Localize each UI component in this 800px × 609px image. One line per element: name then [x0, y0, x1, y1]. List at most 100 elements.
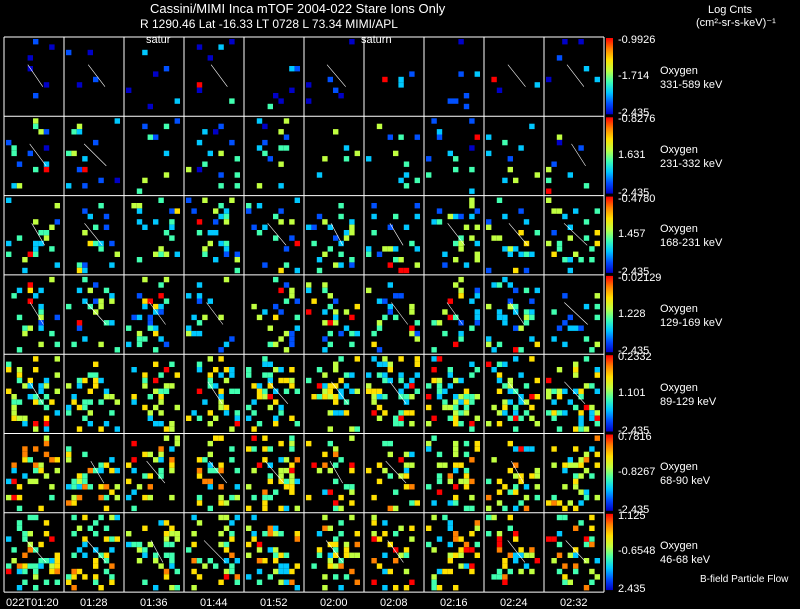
data-pixel	[474, 309, 480, 315]
time-tick-label: 01:44	[200, 597, 228, 609]
data-pixel	[278, 457, 284, 463]
data-pixel	[507, 415, 513, 421]
data-pixel	[6, 367, 12, 373]
data-pixel	[38, 558, 44, 564]
data-pixel	[562, 39, 568, 45]
data-pixel	[153, 303, 159, 310]
data-pixel	[426, 383, 432, 389]
data-pixel	[153, 404, 159, 411]
data-pixel	[496, 531, 503, 537]
data-pixel	[338, 505, 344, 512]
data-pixel	[496, 478, 503, 485]
data-pixel	[594, 230, 600, 236]
data-pixel	[186, 415, 192, 421]
data-pixel	[169, 361, 175, 367]
data-pixel	[556, 325, 563, 331]
data-pixel	[27, 287, 33, 294]
data-pixel	[442, 251, 448, 257]
data-pixel	[174, 98, 180, 104]
data-pixel	[354, 303, 360, 310]
data-pixel	[33, 462, 39, 468]
data-pixel	[33, 585, 39, 591]
data-pixel	[103, 484, 110, 490]
data-pixel	[486, 478, 492, 485]
data-pixel	[71, 478, 77, 485]
data-pixel	[546, 410, 552, 416]
data-pixel	[76, 547, 83, 553]
data-pixel	[223, 208, 230, 214]
data-pixel	[513, 426, 519, 432]
data-pixel	[11, 183, 17, 189]
data-pixel	[213, 467, 219, 474]
data-pixel	[98, 377, 104, 384]
data-pixel	[486, 150, 492, 157]
data-pixel	[486, 303, 492, 310]
data-pixel	[322, 525, 328, 531]
data-pixel	[349, 224, 355, 230]
data-pixel	[229, 531, 235, 537]
data-pixel	[103, 494, 110, 501]
data-pixel	[458, 421, 464, 427]
data-pixel	[338, 377, 344, 384]
data-pixel	[398, 377, 404, 384]
data-pixel	[562, 341, 568, 348]
data-pixel	[414, 330, 420, 337]
data-pixel	[22, 330, 28, 337]
data-pixel	[578, 388, 584, 394]
data-pixel	[371, 558, 377, 564]
data-pixel	[573, 547, 579, 553]
data-pixel	[322, 514, 328, 521]
data-pixel	[223, 341, 230, 348]
data-pixel	[82, 298, 88, 304]
data-pixel	[246, 505, 252, 512]
data-pixel	[267, 156, 273, 162]
data-pixel	[93, 383, 99, 389]
data-pixel	[349, 230, 355, 236]
data-pixel	[583, 235, 590, 241]
data-pixel	[589, 541, 595, 548]
data-pixel	[491, 367, 497, 373]
data-pixel	[453, 421, 459, 427]
data-pixel	[196, 558, 203, 564]
data-pixel	[98, 484, 104, 490]
data-pixel	[442, 262, 448, 268]
data-pixel	[583, 541, 590, 548]
data-pixel	[349, 219, 355, 225]
data-pixel	[202, 478, 208, 485]
data-pixel	[43, 383, 50, 389]
data-pixel	[87, 240, 93, 247]
data-pixel	[546, 76, 552, 83]
data-pixel	[518, 415, 524, 421]
data-pixel	[589, 257, 595, 263]
data-pixel	[578, 325, 584, 331]
data-pixel	[196, 219, 203, 225]
data-pixel	[513, 410, 519, 416]
data-pixel	[458, 536, 464, 542]
data-pixel	[213, 219, 219, 225]
data-pixel	[403, 161, 410, 167]
data-pixel	[496, 341, 503, 348]
data-pixel	[43, 230, 50, 236]
data-pixel	[436, 536, 443, 542]
data-pixel	[594, 410, 600, 416]
data-pixel	[333, 361, 339, 367]
data-pixel	[349, 257, 355, 263]
time-tick-label: 02:08	[380, 597, 408, 609]
data-pixel	[469, 399, 475, 405]
data-pixel	[403, 267, 410, 274]
data-pixel	[153, 552, 159, 558]
time-tick-label: 02:00	[320, 597, 348, 609]
data-pixel	[518, 399, 524, 405]
data-pixel	[289, 367, 295, 373]
data-pixel	[486, 267, 492, 274]
data-pixel	[169, 541, 175, 548]
data-pixel	[43, 161, 50, 167]
data-pixel	[486, 361, 492, 367]
data-pixel	[409, 525, 415, 531]
data-pixel	[349, 500, 355, 506]
data-pixel	[82, 336, 88, 342]
data-pixel	[229, 336, 235, 342]
data-pixel	[469, 145, 475, 151]
data-pixel	[196, 282, 203, 288]
data-pixel	[246, 372, 252, 378]
